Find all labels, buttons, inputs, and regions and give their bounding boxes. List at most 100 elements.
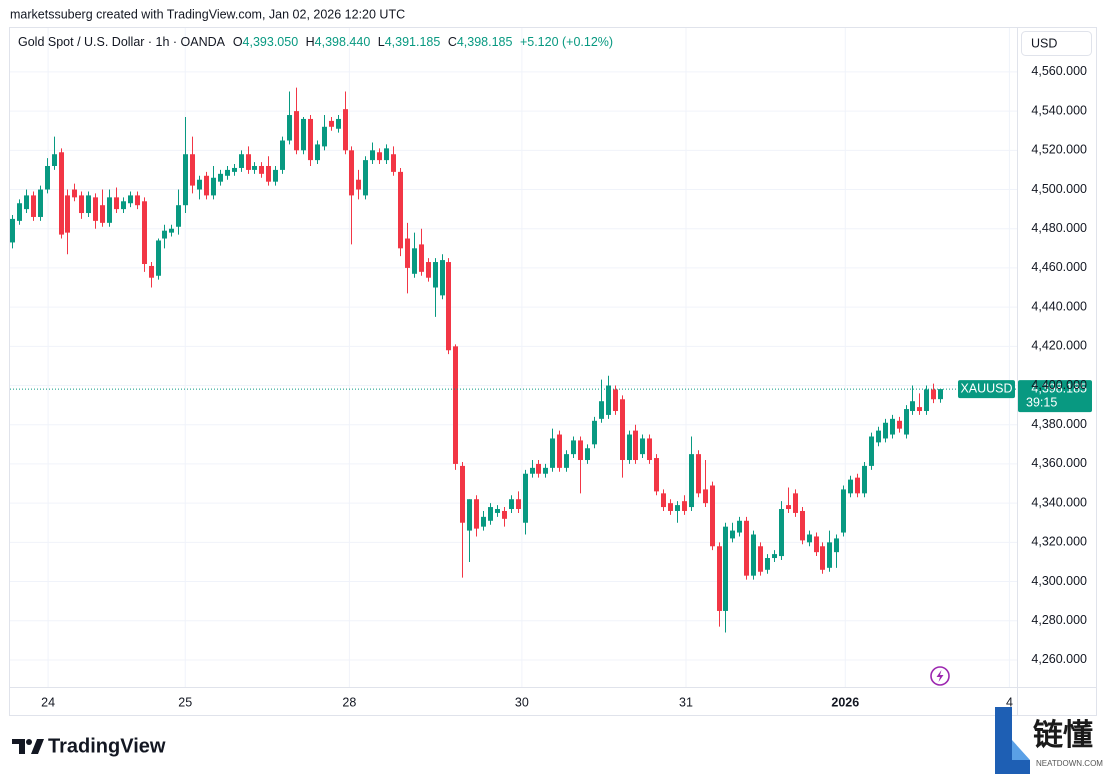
candle-body xyxy=(599,401,604,419)
candle-body xyxy=(585,448,590,461)
candle-body xyxy=(640,438,645,455)
candle-body xyxy=(246,154,251,170)
candle-body xyxy=(710,485,715,547)
y-tick-label: 4,420.000 xyxy=(1031,339,1087,353)
countdown: 39:15 xyxy=(1026,395,1057,409)
candle-body xyxy=(793,493,798,513)
candle-body xyxy=(162,230,167,239)
candle-body xyxy=(620,399,625,461)
candle-body xyxy=(682,501,687,511)
candle-body xyxy=(197,179,202,190)
candle-body xyxy=(530,467,535,474)
candle-body xyxy=(440,260,445,296)
legend-open-label: O xyxy=(233,35,243,49)
legend-close-label: C xyxy=(448,35,457,49)
candle-body xyxy=(488,507,493,521)
candle-body xyxy=(24,195,29,210)
candle-body xyxy=(322,126,327,147)
candle-body xyxy=(128,195,133,204)
candle-body xyxy=(79,195,84,214)
x-tick-label: 2026 xyxy=(831,695,859,709)
x-tick-label: 28 xyxy=(342,695,356,709)
candle-body xyxy=(121,201,126,210)
candle-body xyxy=(869,436,874,466)
y-tick-label: 4,280.000 xyxy=(1031,613,1087,627)
y-tick-label: 4,400.000 xyxy=(1031,378,1087,392)
candle-body xyxy=(38,189,43,217)
candle-body xyxy=(543,467,548,474)
candle-body xyxy=(211,177,216,196)
watermark xyxy=(995,707,1030,774)
candle-body xyxy=(190,154,195,186)
y-tick-label: 4,440.000 xyxy=(1031,299,1087,313)
x-tick-label: 24 xyxy=(41,695,55,709)
candle-body xyxy=(786,505,791,510)
candle-body xyxy=(592,420,597,445)
candle-body xyxy=(827,542,832,568)
candle-body xyxy=(675,505,680,511)
candle-body xyxy=(495,509,500,513)
candle-body xyxy=(668,503,673,511)
grid xyxy=(10,28,1017,687)
y-tick-label: 4,360.000 xyxy=(1031,456,1087,470)
candle-body xyxy=(536,463,541,474)
y-tick-label: 4,560.000 xyxy=(1031,64,1087,78)
candle-body xyxy=(72,189,77,198)
candle-body xyxy=(703,489,708,504)
candle-body xyxy=(426,262,431,278)
logo-mark xyxy=(12,739,25,754)
candle-body xyxy=(820,546,825,570)
candle-body xyxy=(564,454,569,468)
candle-body xyxy=(377,152,382,161)
candle-body xyxy=(633,430,638,461)
candle-body xyxy=(59,152,64,235)
candle-body xyxy=(412,248,417,274)
candle-body xyxy=(931,389,936,400)
candle-body xyxy=(218,173,223,182)
candle-body xyxy=(204,175,209,196)
events-icon[interactable] xyxy=(930,666,950,686)
candle-body xyxy=(613,389,618,412)
candle-body xyxy=(10,218,15,243)
symbol-tag: XAUUSD xyxy=(960,381,1012,395)
candle-body xyxy=(834,538,839,553)
candle-body xyxy=(502,510,507,519)
candle-body xyxy=(897,420,902,429)
logo-dot xyxy=(26,739,32,745)
candle-body xyxy=(86,195,91,214)
candle-body xyxy=(453,346,458,464)
watermark-name: 链懂 xyxy=(1033,718,1093,752)
candle-body xyxy=(578,440,583,461)
candle-body xyxy=(744,520,749,576)
candles xyxy=(10,87,943,633)
candle-body xyxy=(910,401,915,412)
legend-close: 4,398.185 xyxy=(457,35,513,49)
candle-body xyxy=(717,546,722,611)
candle-body xyxy=(800,510,805,541)
y-tick-label: 4,320.000 xyxy=(1031,535,1087,549)
candle-body xyxy=(876,430,881,443)
candle-body xyxy=(654,458,659,492)
candle-body xyxy=(779,509,784,557)
candle-body xyxy=(142,201,147,265)
candle-body xyxy=(259,165,264,174)
candle-body xyxy=(647,438,652,461)
candle-body xyxy=(107,197,112,223)
candle-body xyxy=(149,265,154,278)
candle-body xyxy=(661,493,666,508)
candle-body xyxy=(287,115,292,141)
x-tick-label: 25 xyxy=(178,695,192,709)
candle-body xyxy=(841,489,846,533)
candle-body xyxy=(336,118,341,129)
candle-body xyxy=(938,389,943,400)
candle-body xyxy=(252,165,257,170)
candle-body xyxy=(391,154,396,172)
legend-high-label: H xyxy=(306,35,315,49)
price-tag-box xyxy=(1018,380,1092,413)
currency[interactable]: USD xyxy=(1031,36,1057,50)
brand-name: TradingView xyxy=(48,735,166,757)
candle-body xyxy=(232,167,237,172)
currency-button[interactable] xyxy=(1021,31,1092,56)
candle-body xyxy=(398,171,403,249)
